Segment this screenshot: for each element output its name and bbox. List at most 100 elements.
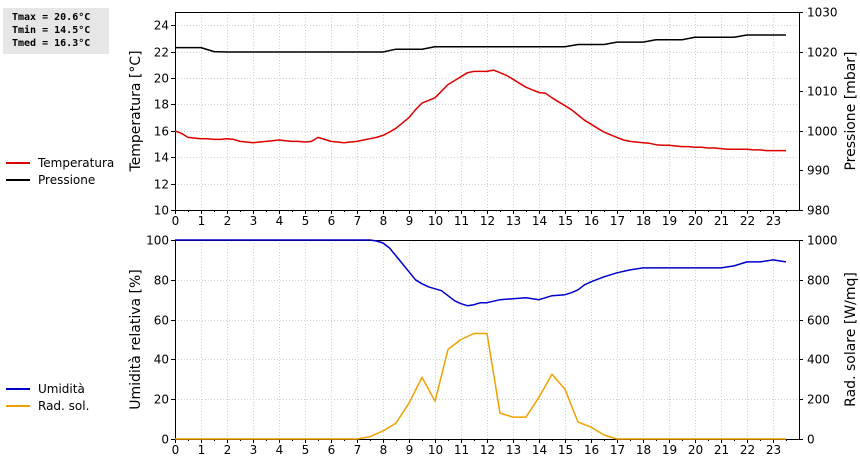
y-left-tick-label: 80	[154, 274, 169, 288]
x-tick-label: 21	[714, 214, 729, 228]
x-tick-label: 19	[662, 214, 677, 228]
x-tick-label: 14	[532, 443, 547, 457]
legend-swatch-pressione	[6, 178, 30, 181]
series-line-rad-sol-	[175, 332, 786, 440]
x-tick-label: 21	[714, 443, 729, 457]
x-tick-label: 14	[532, 214, 547, 228]
y-right-tick-label: 1000	[807, 125, 838, 139]
x-tick-label: 12	[480, 214, 495, 228]
x-tick-label: 20	[688, 443, 703, 457]
x-tick-label: 18	[636, 443, 651, 457]
x-tick-label: 11	[454, 443, 469, 457]
x-tick-label: 18	[636, 214, 651, 228]
x-tick-label: 19	[662, 443, 677, 457]
tmin-stat: Tmin = 14.5°C	[12, 25, 91, 36]
x-tick-label: 1	[198, 443, 206, 457]
y-right-tick-label: 0	[807, 433, 815, 447]
y-right-tick-label: 400	[807, 353, 830, 367]
y-right-axis-label: Pressione [mbar]	[843, 51, 859, 170]
y-left-tick-label: 16	[154, 125, 169, 139]
x-tick-label: 12	[480, 443, 495, 457]
x-tick-label: 9	[406, 214, 414, 228]
x-tick-label: 0	[172, 214, 180, 228]
y-left-tick-label: 18	[154, 98, 169, 112]
x-tick-label: 15	[558, 443, 573, 457]
x-tick-label: 13	[506, 214, 521, 228]
legend-label-umidita: Umidità	[38, 381, 85, 396]
series-line-pressione	[175, 34, 786, 53]
x-tick-label: 17	[610, 443, 625, 457]
x-tick-label: 5	[302, 214, 310, 228]
x-tick-label: 6	[328, 214, 336, 228]
tmax-stat: Tmax = 20.6°C	[12, 12, 91, 23]
legend-label-pressione: Pressione	[38, 172, 96, 187]
y-right-tick-label: 800	[807, 274, 830, 288]
series-line-umidit-	[175, 239, 787, 307]
x-tick-label: 7	[354, 443, 362, 457]
legend-swatch-temperatura	[6, 161, 30, 164]
x-tick-label: 0	[172, 443, 180, 457]
y-right-tick-label: 990	[807, 164, 830, 178]
y-right-axis-label: Rad. solare [W/mq]	[843, 272, 859, 407]
x-tick-label: 9	[406, 443, 414, 457]
x-tick-label: 4	[276, 443, 284, 457]
legend-label-radsol: Rad. sol.	[38, 398, 90, 413]
y-right-tick-label: 600	[807, 314, 830, 328]
y-left-tick-label: 40	[154, 353, 169, 367]
x-tick-label: 17	[610, 214, 625, 228]
y-right-tick-label: 200	[807, 393, 830, 407]
stats-box: Tmax = 20.6°C Tmin = 14.5°C Tmed = 16.3°…	[3, 8, 109, 54]
x-tick-label: 22	[740, 443, 755, 457]
top-chart-legend: Temperatura Pressione	[6, 154, 114, 188]
series-line-temperatura	[174, 69, 786, 152]
y-left-tick-label: 14	[154, 151, 169, 165]
legend-item-radsol: Rad. sol.	[6, 397, 89, 414]
legend-swatch-radsol	[6, 404, 30, 407]
x-tick-label: 10	[428, 443, 443, 457]
x-tick-label: 16	[584, 443, 599, 457]
y-left-axis-label: Temperatura [°C]	[128, 50, 144, 172]
y-right-tick-label: 1010	[807, 85, 838, 99]
y-left-tick-label: 60	[154, 314, 169, 328]
y-right-tick-label: 1020	[807, 46, 838, 60]
x-tick-label: 4	[276, 214, 284, 228]
x-tick-label: 22	[740, 214, 755, 228]
x-tick-label: 3	[250, 443, 258, 457]
x-tick-label: 16	[584, 214, 599, 228]
x-tick-label: 11	[454, 214, 469, 228]
x-tick-label: 8	[380, 214, 388, 228]
x-tick-label: 10	[428, 214, 443, 228]
y-left-tick-label: 12	[154, 178, 169, 192]
x-tick-label: 23	[766, 214, 781, 228]
x-tick-label: 3	[250, 214, 258, 228]
y-left-tick-label: 20	[154, 393, 169, 407]
tmed-stat: Tmed = 16.3°C	[12, 38, 91, 49]
y-left-tick-label: 24	[154, 19, 169, 33]
legend-swatch-umidita	[6, 387, 30, 390]
y-left-axis-label: Umidità relativa [%]	[128, 269, 144, 410]
y-left-tick-label: 100	[146, 234, 169, 248]
x-tick-label: 7	[354, 214, 362, 228]
x-tick-label: 13	[506, 443, 521, 457]
x-tick-label: 2	[224, 214, 232, 228]
x-tick-label: 1	[198, 214, 206, 228]
y-left-tick-label: 0	[161, 433, 169, 447]
y-right-tick-label: 1000	[807, 234, 838, 248]
y-left-tick-label: 10	[154, 204, 169, 218]
chart-0: 0 1 2 3 4 5 6 7 8 9 10 11 12 13 14 15 16 17 18 19 20 21 22 2310…	[128, 6, 859, 229]
y-right-tick-label: 980	[807, 204, 830, 218]
x-tick-label: 23	[766, 443, 781, 457]
y-left-tick-label: 22	[154, 46, 169, 60]
legend-item-temperatura: Temperatura	[6, 154, 114, 171]
x-tick-label: 6	[328, 443, 336, 457]
legend-item-umidita: Umidità	[6, 380, 85, 397]
y-right-tick-label: 1030	[807, 6, 838, 20]
legend-item-pressione: Pressione	[6, 171, 114, 188]
x-tick-label: 2	[224, 443, 232, 457]
x-tick-label: 15	[558, 214, 573, 228]
chart-1: 0 1 2 3 4 5 6 7 8 9 10 11 12 13 14 15 16 17 18 19 20 21 22 2302…	[128, 234, 859, 458]
y-left-tick-label: 20	[154, 72, 169, 86]
x-tick-label: 8	[380, 443, 388, 457]
legend-label-temperatura: Temperatura	[38, 155, 115, 170]
